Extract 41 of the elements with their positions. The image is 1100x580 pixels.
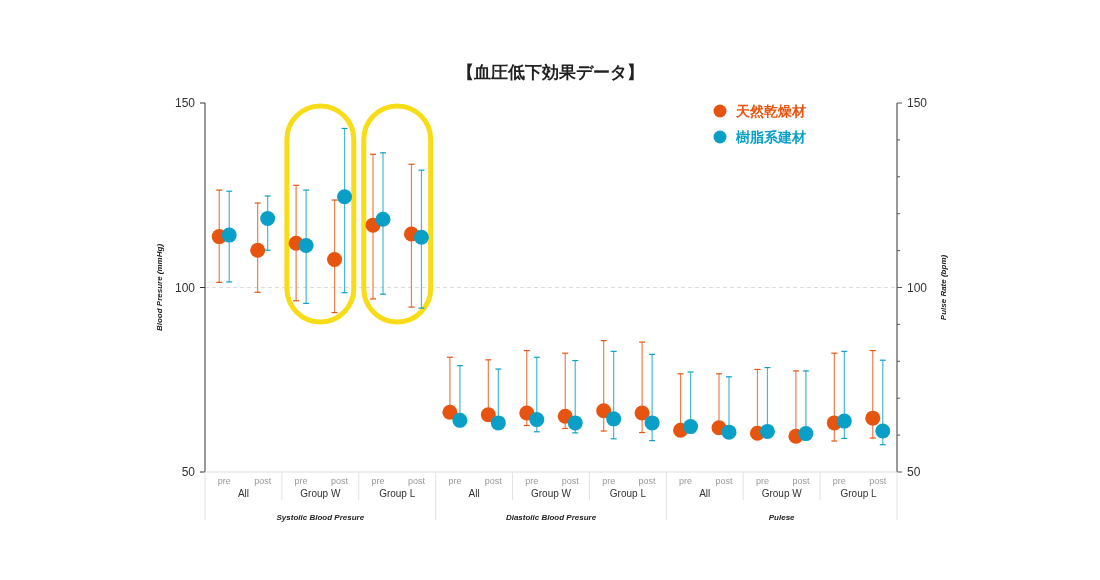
x-tick-label: pre — [217, 476, 231, 486]
x-tick-label: post — [484, 476, 503, 486]
x-tick-label: post — [561, 476, 580, 486]
text: Systolic Blood Presure — [276, 513, 365, 522]
y2-tick-label: 50 — [907, 465, 921, 479]
x-tick-label: pre — [755, 476, 769, 486]
y2-tick-label: 150 — [907, 96, 928, 110]
text: Diastolic Blood Presure — [505, 513, 597, 522]
text: Group W — [761, 488, 803, 499]
x-tick-label: post — [792, 476, 810, 486]
text: Pulese — [768, 513, 796, 522]
text: Group L — [609, 488, 647, 499]
text: All — [468, 488, 480, 499]
text: All — [237, 488, 250, 499]
chart-title: 【血圧低下効果データ】 — [456, 63, 644, 82]
text: All — [699, 488, 711, 499]
x-tick-label: post — [869, 476, 887, 486]
text: Group L — [379, 488, 416, 499]
x-tick-label: post — [331, 476, 349, 486]
y-tick-label: 100 — [174, 280, 196, 295]
x-tick-label: pre — [371, 476, 385, 486]
text: Group W — [530, 488, 572, 499]
x-tick-label: post — [407, 476, 426, 486]
x-tick-label: pre — [679, 476, 693, 486]
x-tick-label: pre — [602, 476, 616, 486]
legend-label: 樹脂系建材 — [735, 129, 806, 145]
y-axis-title: Blood Presure (mmHg) — [155, 243, 164, 332]
x-tick-label: pre — [294, 476, 308, 486]
x-tick-label: pre — [448, 476, 462, 486]
x-tick-label: post — [638, 476, 657, 486]
text: Group W — [300, 488, 341, 499]
y2-axis-title: Pulse Rate (bpm) — [939, 254, 948, 321]
y2-tick-label: 100 — [907, 280, 928, 295]
x-tick-label: post — [715, 476, 733, 486]
x-tick-label: post — [254, 476, 272, 486]
y-tick-label: 50 — [181, 465, 196, 479]
x-tick-label: pre — [832, 476, 846, 486]
legend-label: 天然乾燥材 — [735, 103, 806, 119]
text: Group L — [840, 488, 878, 499]
y-tick-label: 150 — [174, 96, 196, 110]
x-tick-label: pre — [525, 476, 539, 486]
